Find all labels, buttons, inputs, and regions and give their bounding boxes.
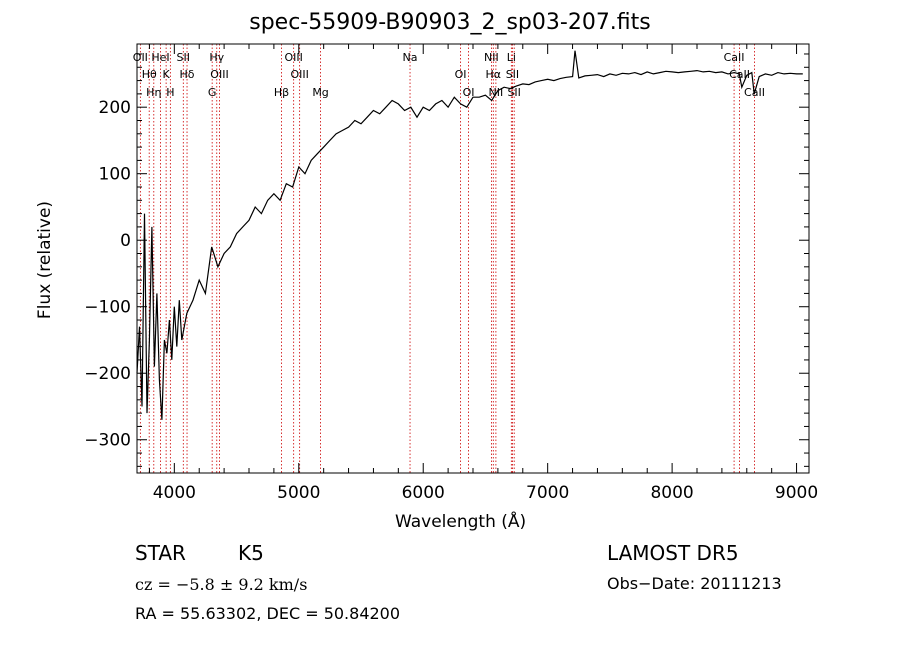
spectral-line-label: Mg [312,86,328,99]
spectral-line-label: OIII [290,68,308,81]
spectral-line-label: SII [177,51,190,64]
spectral-line-label: CaII [729,68,750,81]
spectral-line-label: CaII [744,86,765,99]
axis-ticks: 4000 5000 6000 7000 8000 9000 −300 −200 −100 0 100… [84,44,818,503]
y-tick-label: 0 [120,231,131,251]
spectral-line-label: SII [507,86,520,99]
chart-title: spec-55909-B90903_2_sp03-207.fits [249,10,651,35]
x-tick-label: 8000 [650,483,693,503]
spectral-line-label: OI [463,86,475,99]
y-tick-label: −300 [84,431,131,451]
y-tick-label: −200 [84,364,131,384]
spectral-line-label: Hα [486,68,502,81]
x-tick-label: 7000 [526,483,569,503]
redshift-text: cz = −5.8 ± 9.2 km/s [135,575,308,594]
x-tick-label: 4000 [153,483,196,503]
y-tick-label: 100 [99,165,131,185]
x-tick-label: 9000 [775,483,818,503]
spectral-line-label: K [163,68,171,81]
spectral-line-label: SII [506,68,519,81]
spectral-line-label: NII [489,86,504,99]
spectral-line-label: Hβ [274,86,289,99]
x-tick-label: 5000 [277,483,320,503]
spectral-line-label: H [166,86,174,99]
spectral-line-label: HeI [151,51,169,64]
spectral-line-label: Hγ [209,51,224,64]
spectral-line-label: Hη [146,86,161,99]
x-tick-label: 6000 [402,483,445,503]
survey-label: LAMOST DR5 [607,541,739,565]
spectral-line-label: OIII [284,51,302,64]
plot-frame [136,43,810,474]
spectral-line-labels: OIIHθHηHeIKHSIIHδGHγOIIIHβOIIIOIIIMgNaOI… [133,51,765,99]
object-class: STAR [135,541,186,565]
coordinates-text: RA = 55.63302, DEC = 50.84200 [135,604,401,623]
spectral-line-label: Li [507,51,516,64]
spectral-line-label: OIII [210,68,228,81]
spectral-line-label: Na [403,51,418,64]
spectral-line-label: Hδ [180,68,195,81]
spectral-line-markers [139,44,755,473]
y-tick-label: −100 [84,298,131,318]
spectral-line-label: OII [133,51,148,64]
spectral-line-label: G [208,86,217,99]
spectral-line-label: Hθ [142,68,157,81]
y-tick-label: 200 [99,98,131,118]
spectrum-series-line [136,50,803,420]
spectral-line-label: CaII [724,51,745,64]
x-axis-label: Wavelength (Å) [395,512,527,532]
spectral-line-label: OI [455,68,467,81]
object-subclass: K5 [238,541,264,565]
y-axis-label: Flux (relative) [35,200,55,320]
spectral-line-label: NII [484,51,499,64]
observation-date: Obs−Date: 20111213 [607,574,782,593]
